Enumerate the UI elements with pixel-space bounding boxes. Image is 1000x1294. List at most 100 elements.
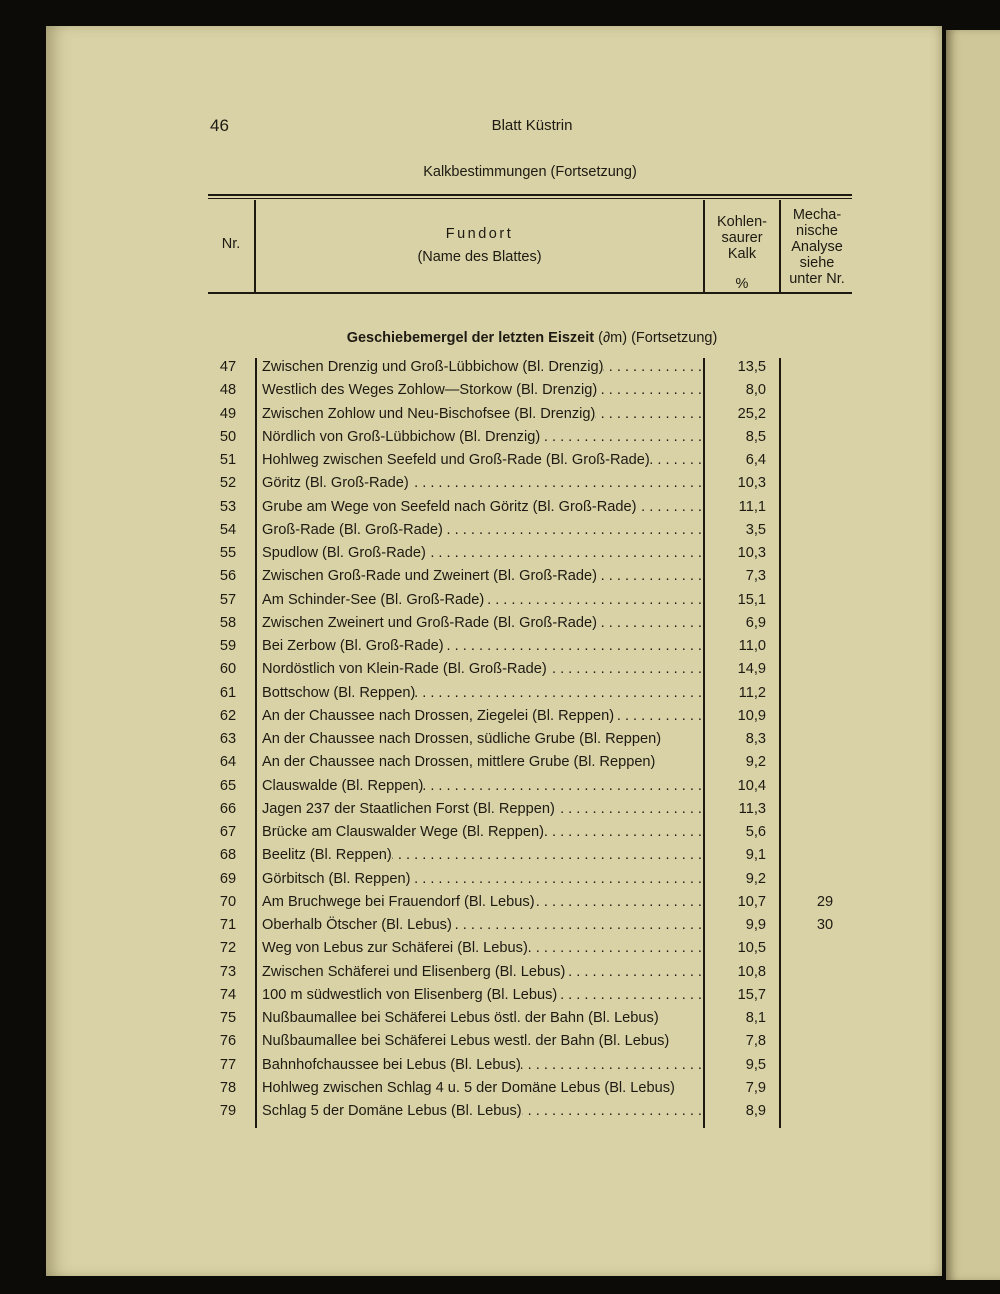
- table-row: 49 Zwischen Zohlow und Neu-Bischofsee (Bl…: [208, 403, 852, 426]
- kalk-header-line: Kalk: [727, 246, 757, 262]
- table-row: 47 Zwischen Drenzig und Groß-Lübbichow (B…: [208, 356, 852, 379]
- row-fundort: Schlag 5 der Domäne Lebus (Bl. Lebus): [262, 1100, 702, 1123]
- table-header-bottom-rule: [208, 292, 852, 294]
- table-row: 52 Göritz (Bl. Groß-Rade) 10,3: [208, 472, 852, 495]
- table-row: 72 Weg von Lebus zur Schäferei (Bl. Lebus…: [208, 937, 852, 960]
- row-kalk-percent: 15,7: [737, 986, 766, 1003]
- table-row: 59 Bei Zerbow (Bl. Groß-Rade) 11,0: [208, 635, 852, 658]
- table-row: 78 Hohlweg zwischen Schlag 4 u. 5 der Dom…: [208, 1077, 852, 1100]
- row-number: 69: [219, 870, 237, 887]
- fundort-text: An der Chaussee nach Drossen, südliche G…: [262, 731, 662, 747]
- dot-leader: [565, 961, 702, 984]
- row-number: 76: [219, 1033, 237, 1050]
- section-heading-rest: (∂m) (Fortsetzung): [598, 330, 718, 346]
- row-fundort: Bei Zerbow (Bl. Groß-Rade): [262, 635, 702, 658]
- dot-leader: [423, 775, 702, 798]
- row-kalk-percent: 3,5: [745, 521, 766, 538]
- dot-leader: [595, 403, 702, 426]
- row-fundort: Nußbaumallee bei Schäferei Lebus westl. …: [262, 1030, 702, 1053]
- table-row: 67 Brücke am Clauswalder Wege (Bl. Reppen…: [208, 821, 852, 844]
- row-fundort: Göritz (Bl. Groß-Rade): [262, 472, 702, 495]
- row-kalk-percent: 10,4: [737, 777, 766, 794]
- row-kalk-percent: 8,0: [745, 382, 766, 399]
- dot-leader: [484, 589, 702, 612]
- body-divider-kalk: [703, 358, 705, 1128]
- column-header-kalk: Kohlen- saurer Kalk %: [705, 214, 779, 292]
- table-row: 56 Zwischen Groß-Rade und Zweinert (Bl. G…: [208, 565, 852, 588]
- row-fundort: Spudlow (Bl. Groß-Rade): [262, 542, 702, 565]
- row-fundort: Zwischen Drenzig und Groß-Lübbichow (Bl.…: [262, 356, 702, 379]
- row-number: 53: [219, 498, 237, 515]
- row-kalk-percent: 11,0: [738, 638, 766, 654]
- table-row: 63 An der Chaussee nach Drossen, südliche…: [208, 728, 852, 751]
- dot-leader: [392, 844, 702, 867]
- column-header-fundort: Fundort (Name des Blattes): [256, 226, 703, 265]
- fundort-text: Zwischen Drenzig und Groß-Lübbichow (Bl.…: [262, 359, 604, 375]
- row-fundort: Weg von Lebus zur Schäferei (Bl. Lebus): [262, 937, 702, 960]
- header-divider-kalk: [703, 200, 705, 292]
- row-kalk-percent: 9,2: [745, 870, 766, 887]
- dot-leader: [535, 891, 702, 914]
- fundort-text: Zwischen Groß-Rade und Zweinert (Bl. Gro…: [262, 568, 597, 585]
- table-row: 61 Bottschow (Bl. Reppen) 11,2: [208, 682, 852, 705]
- fundort-text: Zwischen Zohlow und Neu-Bischofsee (Bl. …: [262, 405, 596, 422]
- dot-leader: [547, 658, 702, 681]
- table-row: 50 Nördlich von Groß-Lübbichow (Bl. Drenz…: [208, 426, 852, 449]
- section-heading: Geschiebemergel der letzten Eiszeit (∂m)…: [0, 330, 1000, 346]
- body-divider-mech: [779, 358, 781, 1128]
- dot-leader: [597, 379, 702, 402]
- kalk-header-line: saurer: [721, 230, 763, 246]
- row-number: 54: [219, 521, 237, 538]
- dot-leader: [443, 519, 702, 542]
- row-number: 79: [219, 1103, 237, 1119]
- fundort-text: Bottschow (Bl. Reppen): [262, 684, 416, 701]
- row-number: 49: [219, 405, 237, 422]
- dot-leader: [426, 542, 702, 565]
- dot-leader: [557, 984, 702, 1007]
- dot-leader: [544, 821, 702, 844]
- fundort-text: Schlag 5 der Domäne Lebus (Bl. Lebus): [262, 1103, 522, 1119]
- row-number: 70: [219, 893, 237, 910]
- row-kalk-percent: 9,5: [745, 1056, 766, 1073]
- dot-leader: [636, 496, 702, 519]
- column-header-mech: Mecha- nische Analyse siehe unter Nr.: [781, 207, 853, 287]
- fundort-text: Hohlweg zwischen Seefeld und Groß-Rade (…: [262, 452, 650, 468]
- row-number: 68: [219, 847, 237, 864]
- table-row: 77 Bahnhofchaussee bei Lebus (Bl. Lebus) 9…: [208, 1054, 852, 1077]
- row-kalk-percent: 15,1: [737, 591, 766, 608]
- running-head: Blatt Küstrin: [491, 117, 573, 134]
- row-number: 78: [219, 1079, 237, 1096]
- fundort-text: Bahnhofchaussee bei Lebus (Bl. Lebus): [262, 1056, 521, 1073]
- mech-header-line: unter Nr.: [789, 271, 845, 287]
- row-fundort: Nordöstlich von Klein-Rade (Bl. Groß-Rad…: [262, 658, 702, 681]
- dot-leader: [597, 612, 702, 635]
- row-kalk-percent: 11,2: [738, 684, 766, 701]
- section-heading-bold: Geschiebemergel der letzten Eiszeit: [346, 330, 595, 346]
- fundort-text: Zwischen Zweinert und Groß-Rade (Bl. Gro…: [262, 614, 597, 631]
- column-header-nr: Nr.: [221, 236, 241, 252]
- fundort-text: Groß-Rade (Bl. Groß-Rade): [262, 521, 443, 538]
- fundort-text: Nußbaumallee bei Schäferei Lebus westl. …: [262, 1033, 670, 1050]
- table-row: 79 Schlag 5 der Domäne Lebus (Bl. Lebus) 8…: [208, 1100, 852, 1123]
- table-row: 51 Hohlweg zwischen Seefeld und Groß-Rade…: [208, 449, 852, 472]
- row-fundort: Hohlweg zwischen Seefeld und Groß-Rade (…: [262, 449, 702, 472]
- row-kalk-percent: 10,9: [737, 707, 766, 724]
- row-fundort: Bahnhofchaussee bei Lebus (Bl. Lebus): [262, 1054, 702, 1077]
- row-number: 60: [219, 661, 237, 678]
- dot-leader: [521, 1054, 702, 1077]
- table-row: 68 Beelitz (Bl. Reppen) 9,1: [208, 844, 852, 867]
- table-row: 65 Clauswalde (Bl. Reppen) 10,4: [208, 775, 852, 798]
- fundort-text: Beelitz (Bl. Reppen): [262, 847, 392, 864]
- row-kalk-percent: 13,5: [737, 359, 766, 375]
- row-number: 61: [219, 684, 237, 701]
- row-fundort: Westlich des Weges Zohlow—Storkow (Bl. D…: [262, 379, 702, 402]
- row-fundort: Clauswalde (Bl. Reppen): [262, 775, 702, 798]
- row-fundort: An der Chaussee nach Drossen, Ziegelei (…: [262, 705, 702, 728]
- fundort-text: Bei Zerbow (Bl. Groß-Rade): [262, 638, 444, 654]
- dot-leader: [528, 937, 702, 960]
- table-row: 73 Zwischen Schäferei und Elisenberg (Bl.…: [208, 961, 852, 984]
- row-fundort: Zwischen Schäferei und Elisenberg (Bl. L…: [262, 961, 702, 984]
- row-number: 65: [219, 777, 237, 794]
- dot-leader: [540, 426, 702, 449]
- row-fundort: Görbitsch (Bl. Reppen): [262, 868, 702, 891]
